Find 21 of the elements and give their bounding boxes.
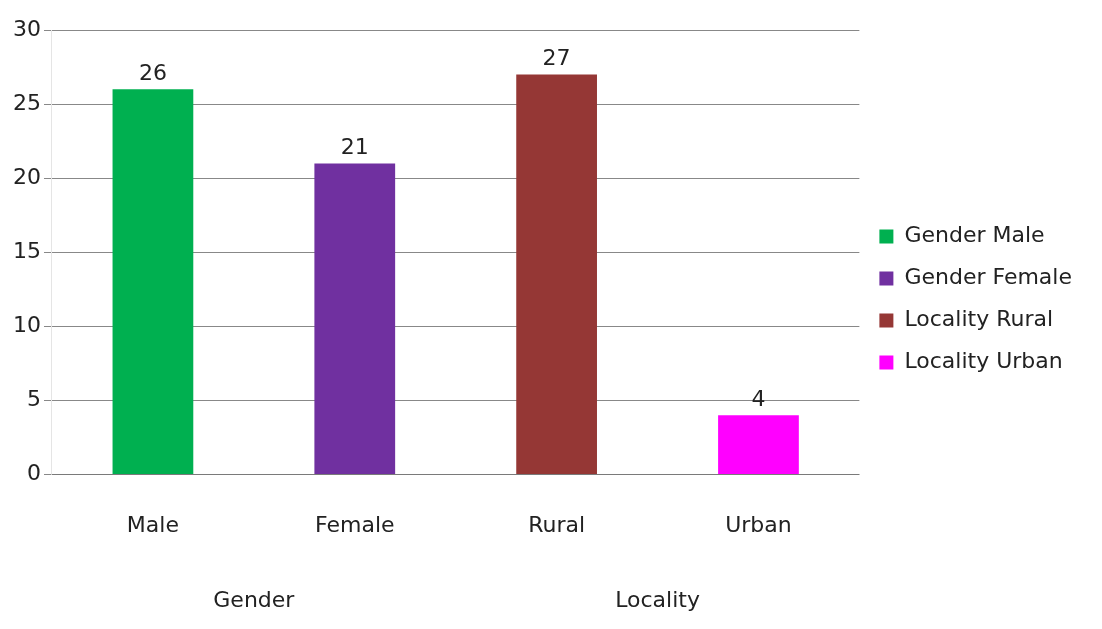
x-tick-label: Rural [528,511,586,537]
y-tick-label: 5 [26,386,41,412]
text: Gender [213,586,296,612]
data-label: 26 [138,60,167,85]
text: Locality [615,586,700,612]
y-tick-label: 15 [12,238,41,264]
y-tick-label: 10 [12,312,41,338]
data-label: 4 [751,386,766,412]
data-label: 27 [542,45,571,71]
legend-label: Locality Rural [904,306,1054,332]
x-tick-label: Male [126,511,179,537]
legend-label: Locality Urban [904,348,1063,374]
y-tick-label: 30 [12,15,41,41]
x-tick-label: Female [314,511,395,537]
y-tick-label: 25 [12,89,41,115]
data-label: 21 [340,134,369,160]
x-tick-label: Urban [725,511,792,537]
y-tick-label: 20 [12,163,41,189]
y-tick-label: 0 [26,460,41,486]
legend-label: Gender Female [904,264,1073,290]
legend-label: Gender Male [904,222,1045,248]
